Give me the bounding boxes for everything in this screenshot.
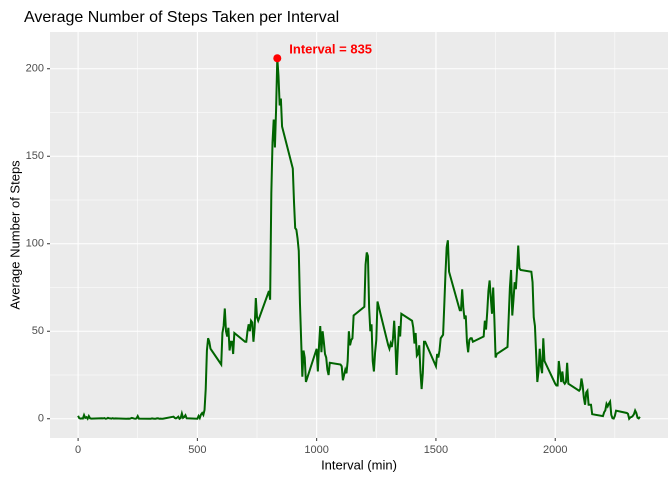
y-axis-label: Average Number of Steps (7, 160, 22, 310)
panel (50, 32, 668, 438)
y-tick-label: 0 (38, 413, 44, 425)
y-tick-label: 50 (32, 325, 44, 337)
chart-title: Average Number of Steps Taken per Interv… (24, 9, 339, 26)
x-axis-label: Interval (min) (321, 457, 397, 472)
x-tick-label: 1500 (424, 444, 448, 456)
x-tick-label: 500 (188, 444, 206, 456)
x-tick-label: 2000 (543, 444, 567, 456)
y-tick-label: 150 (26, 150, 44, 162)
y-tick-label: 200 (26, 63, 44, 75)
x-tick-label: 1000 (304, 444, 328, 456)
y-tick-label: 100 (26, 238, 44, 250)
x-tick-label: 0 (75, 444, 81, 456)
line (77, 58, 641, 421)
max-point (273, 54, 282, 63)
annotation: Interval = 835 (289, 42, 372, 57)
